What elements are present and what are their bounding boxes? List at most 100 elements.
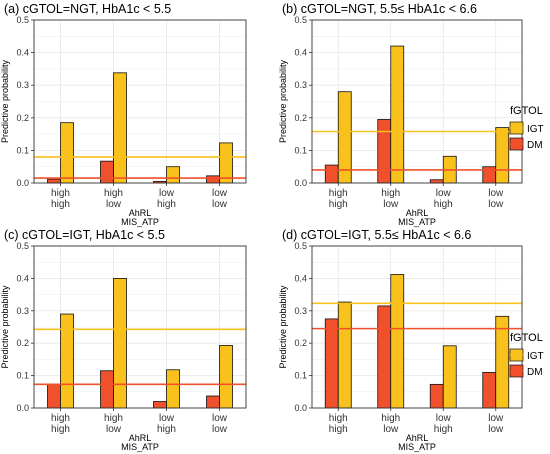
- panel-border: [311, 19, 523, 184]
- y-tick-label: 0.0: [294, 178, 307, 188]
- bar-dm: [47, 178, 61, 184]
- bar-dm: [47, 383, 61, 409]
- x-tick-label-ahrl: low: [488, 188, 504, 199]
- panel-border: [33, 19, 247, 184]
- x-tick-label-ahrl: low: [436, 413, 452, 424]
- bar-igt: [219, 345, 233, 409]
- x-axis-title-ahrl: AhRL: [129, 433, 152, 443]
- y-tick-label: 0.1: [16, 145, 29, 155]
- bar-igt: [219, 142, 233, 184]
- y-tick-label: 0.2: [16, 113, 29, 123]
- bar-dm: [206, 395, 220, 409]
- panel-title: (a) cGTOL=NGT, HbA1c < 5.5: [4, 2, 171, 16]
- x-tick-label-ahrl: high: [329, 188, 348, 199]
- bar-igt: [390, 45, 405, 184]
- x-tick-label-ahrl: high: [329, 413, 348, 424]
- legend-label-igt: IGT: [527, 351, 544, 362]
- y-tick-label: 0.3: [294, 306, 307, 316]
- x-axis-title-ahrl: AhRL: [406, 433, 429, 443]
- y-tick-label: 0.4: [16, 273, 29, 283]
- bar-igt: [166, 369, 180, 409]
- bar-dm: [206, 175, 220, 184]
- y-tick-label: 0.4: [16, 48, 29, 58]
- bar-igt: [166, 166, 180, 184]
- bar-igt: [113, 72, 127, 184]
- x-tick-label-ahrl: high: [104, 413, 123, 424]
- legend-title: fGTOL: [510, 105, 543, 117]
- bar-igt: [442, 345, 457, 409]
- x-tick-label-ahrl: low: [436, 188, 452, 199]
- bar-dm: [482, 371, 497, 409]
- y-axis-title: Predictive probability: [0, 285, 10, 369]
- y-tick-label: 0.2: [294, 338, 307, 348]
- y-tick-label: 0.0: [16, 178, 29, 188]
- y-tick-label: 0.1: [294, 145, 307, 155]
- bar-igt: [390, 274, 405, 409]
- panel-title: (c) cGTOL=IGT, HbA1c < 5.5: [4, 228, 165, 242]
- bar-igt: [495, 315, 510, 409]
- bar-dm: [324, 164, 339, 184]
- x-tick-label-ahrl: high: [381, 413, 400, 424]
- x-tick-label-ahrl: low: [488, 413, 504, 424]
- x-tick-label-mis-atp: low: [488, 424, 504, 435]
- bar-dm: [153, 401, 167, 409]
- bar-igt: [337, 301, 352, 409]
- y-tick-label: 0.0: [16, 403, 29, 413]
- y-tick-label: 0.2: [294, 113, 307, 123]
- x-tick-label-ahrl: low: [212, 188, 228, 199]
- panel-title: (d) cGTOL=IGT, 5.5≤ HbA1c < 6.6: [282, 228, 471, 242]
- x-tick-label-mis-atp: low: [383, 424, 399, 435]
- panel-2: 0.00.10.20.30.40.5highhighhighlowlowhigh…: [278, 2, 523, 227]
- x-tick-label-mis-atp: high: [329, 424, 348, 435]
- x-axis-title-ahrl: AhRL: [129, 208, 152, 218]
- y-tick-label: 0.1: [294, 371, 307, 381]
- x-tick-label-ahrl: high: [51, 413, 70, 424]
- bar-dm: [100, 370, 114, 409]
- legend-2: fGTOL IGT DM: [509, 332, 544, 378]
- x-axis-title-mis-atp: MIS_ATP: [121, 217, 159, 227]
- x-axis-title-mis-atp: MIS_ATP: [398, 217, 436, 227]
- x-tick-label-mis-atp: low: [488, 199, 504, 210]
- legend-title: fGTOL: [510, 332, 543, 344]
- x-tick-label-mis-atp: high: [51, 199, 70, 210]
- bar-dm: [100, 160, 114, 184]
- bar-igt: [60, 313, 74, 409]
- y-tick-label: 0.3: [16, 80, 29, 90]
- bar-dm: [429, 383, 444, 409]
- bar-dm: [324, 318, 339, 409]
- y-tick-label: 0.5: [294, 15, 307, 25]
- y-tick-label: 0.4: [294, 273, 307, 283]
- y-axis-title: Predictive probability: [278, 285, 288, 369]
- x-tick-label-mis-atp: high: [329, 199, 348, 210]
- bar-igt: [60, 122, 74, 184]
- bar-dm: [377, 305, 392, 409]
- panel-3: 0.00.10.20.30.40.5highhighhighlowlowhigh…: [0, 228, 247, 452]
- legend-label-dm: DM: [527, 367, 543, 378]
- y-tick-label: 0.4: [294, 48, 307, 58]
- y-axis-title: Predictive probability: [278, 59, 288, 143]
- panel-4: 0.00.10.20.30.40.5highhighhighlowlowhigh…: [278, 228, 523, 452]
- bar-igt: [113, 277, 127, 409]
- x-tick-label-ahrl: low: [159, 413, 175, 424]
- x-tick-label-ahrl: low: [159, 188, 175, 199]
- x-tick-label-mis-atp: low: [106, 424, 122, 435]
- x-axis-title-mis-atp: MIS_ATP: [398, 442, 436, 452]
- y-tick-label: 0.2: [16, 338, 29, 348]
- legend-label-igt: IGT: [527, 124, 544, 135]
- x-tick-label-mis-atp: high: [51, 424, 70, 435]
- x-tick-label-ahrl: high: [51, 188, 70, 199]
- panel-border: [311, 245, 523, 409]
- bar-dm: [377, 119, 392, 184]
- x-tick-label-ahrl: low: [212, 413, 228, 424]
- x-tick-label-ahrl: high: [104, 188, 123, 199]
- panel-border: [33, 245, 247, 409]
- x-tick-label-mis-atp: low: [212, 199, 228, 210]
- x-axis-title-mis-atp: MIS_ATP: [121, 442, 159, 452]
- y-tick-label: 0.5: [16, 241, 29, 251]
- x-tick-label-ahrl: high: [381, 188, 400, 199]
- bar-igt: [495, 127, 510, 184]
- x-tick-label-mis-atp: low: [106, 199, 122, 210]
- y-tick-label: 0.1: [16, 371, 29, 381]
- y-tick-label: 0.0: [294, 403, 307, 413]
